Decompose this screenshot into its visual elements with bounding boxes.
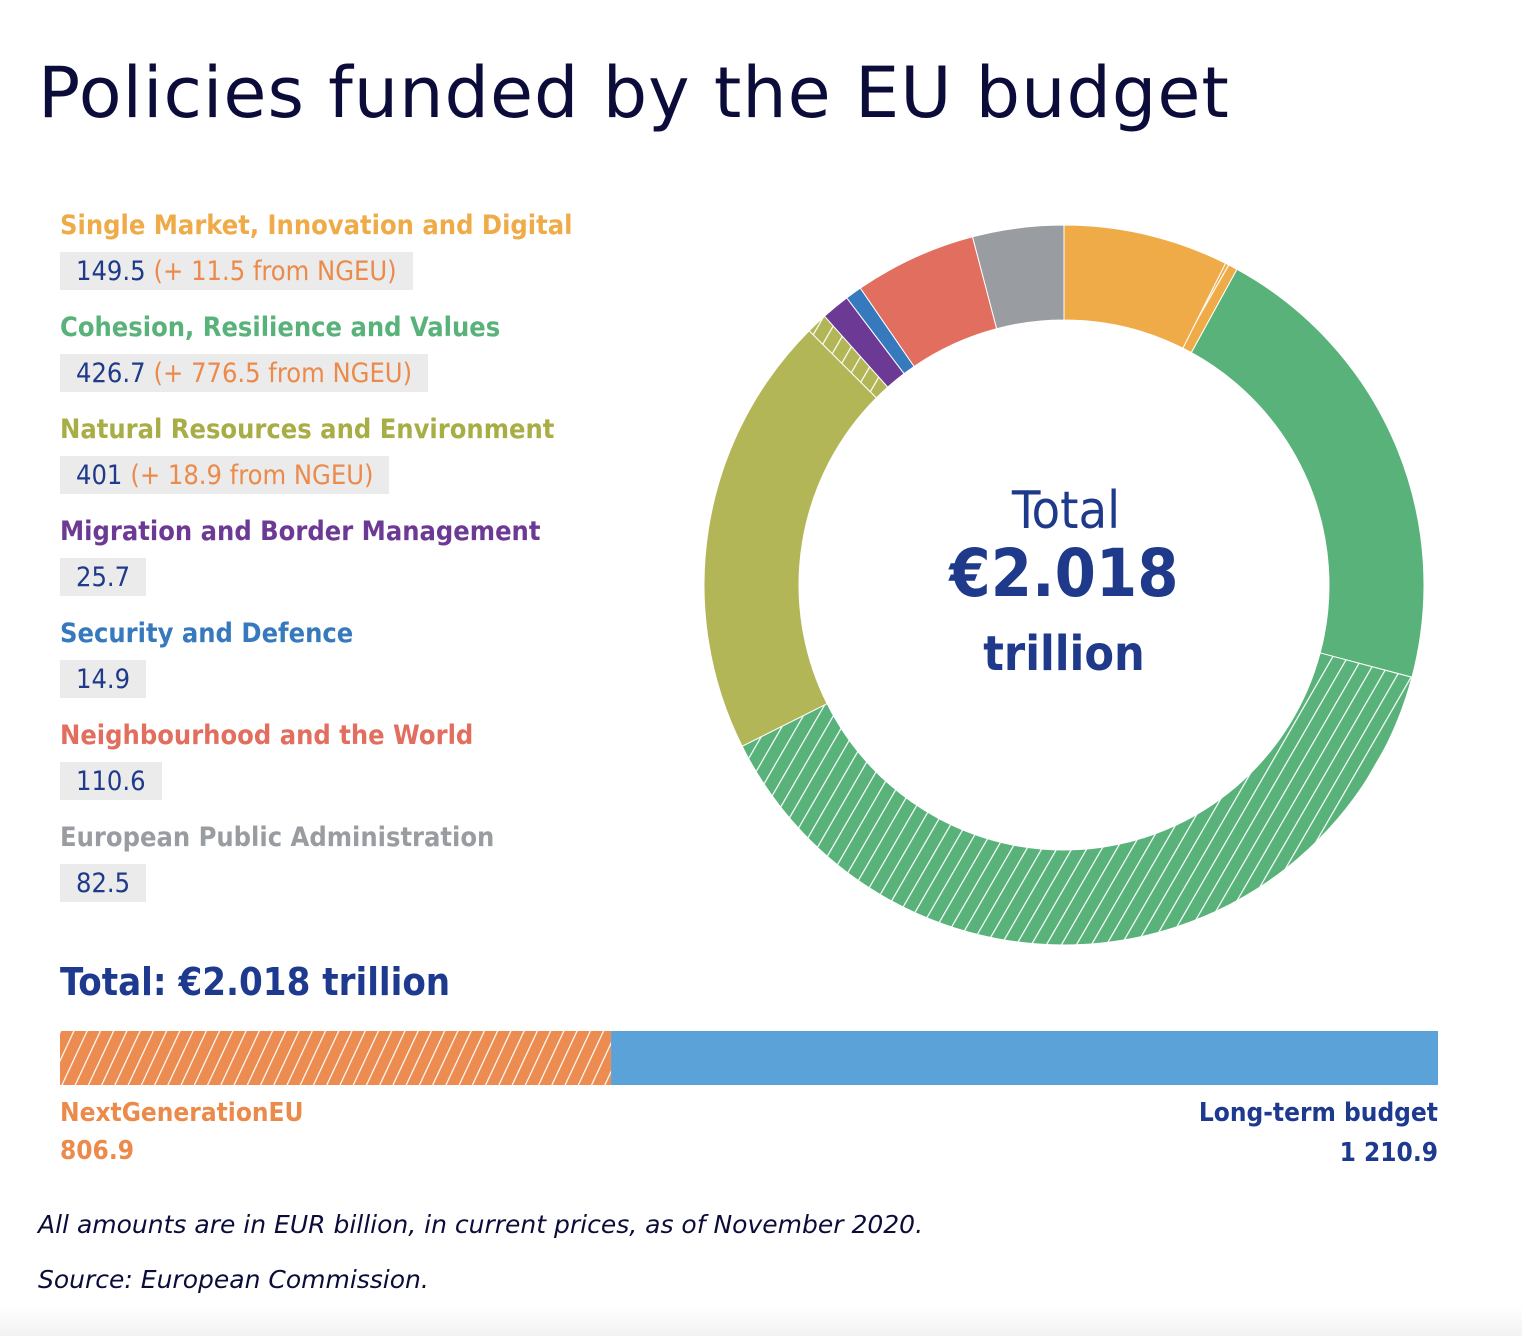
- value-amount: 82.5: [76, 867, 131, 899]
- value-box: 25.7: [60, 558, 147, 596]
- donut-slice-cohesion-resilience-and-values: [1190, 268, 1425, 678]
- value-box: 82.5: [60, 864, 147, 902]
- donut-center-unit: trillion: [983, 626, 1145, 682]
- value-amount: 14.9: [76, 663, 131, 695]
- donut-chart: Total €2.018 trillion: [703, 224, 1425, 946]
- value-amount: 110.6: [76, 765, 146, 797]
- legend-label: Security and Defence: [60, 618, 354, 649]
- legend-label: Cohesion, Resilience and Values: [60, 312, 501, 343]
- legend-item-neighbourhood: Neighbourhood and the World 110.6: [60, 716, 620, 818]
- legend-label: Neighbourhood and the World: [60, 720, 474, 751]
- legend-item-security: Security and Defence 14.9: [60, 614, 620, 716]
- legend-label: European Public Administration: [60, 822, 495, 853]
- legend-item-administration: European Public Administration 82.5: [60, 818, 620, 920]
- ngeu-value: 806.9: [60, 1136, 134, 1166]
- legend: Single Market, Innovation and Digital 14…: [60, 206, 620, 920]
- value-box: 110.6: [60, 762, 162, 800]
- value-box: 426.7 (+ 776.5 from NGEU): [60, 354, 429, 392]
- legend-item-single-market: Single Market, Innovation and Digital 14…: [60, 206, 620, 308]
- value-box: 14.9: [60, 660, 147, 698]
- donut-slice-natural-resources-and-environment: [703, 330, 878, 747]
- donut-center-label: Total: [1011, 481, 1120, 541]
- total-title: Total: €2.018 trillion: [60, 960, 451, 1004]
- value-amount: 25.7: [76, 561, 131, 593]
- value-amount: 149.5: [76, 255, 146, 287]
- value-ngeu: (+ 11.5 from NGEU): [153, 255, 397, 287]
- footnote-amounts: All amounts are in EUR billion, in curre…: [38, 1210, 924, 1239]
- donut-slice-hatch-single-market-innovation-and-digital-ngeu: [1182, 263, 1238, 353]
- legend-label: Single Market, Innovation and Digital: [60, 210, 573, 241]
- ngeu-label: NextGenerationEU: [60, 1098, 304, 1128]
- value-box: 401 (+ 18.9 from NGEU): [60, 456, 390, 494]
- bar-segment-hatch-nextgenerationeu: [60, 1031, 612, 1085]
- donut-slice-hatch-cohesion-resilience-and-values-ngeu: [742, 652, 1412, 945]
- legend-label: Migration and Border Management: [60, 516, 541, 547]
- bottom-fade: [0, 1306, 1522, 1336]
- donut-slice-hatch-natural-resources-and-environment-ngeu: [809, 316, 888, 398]
- legend-item-cohesion: Cohesion, Resilience and Values 426.7 (+…: [60, 308, 620, 410]
- footnote-source: Source: European Commission.: [38, 1265, 429, 1294]
- value-amount: 426.7: [76, 357, 146, 389]
- value-ngeu: (+ 776.5 from NGEU): [153, 357, 413, 389]
- donut-slice-european-public-administration: [971, 224, 1065, 330]
- value-amount: 401: [76, 459, 123, 491]
- budget-split-bar: [60, 1031, 1438, 1085]
- long-term-budget-value: 1 210.9: [1339, 1138, 1438, 1168]
- donut-center-amount: €2.018: [947, 535, 1178, 612]
- legend-item-natural-resources: Natural Resources and Environment 401 (+…: [60, 410, 620, 512]
- long-term-budget-label: Long-term budget: [1198, 1098, 1438, 1128]
- donut-segments: [703, 224, 1425, 946]
- value-ngeu: (+ 18.9 from NGEU): [130, 459, 374, 491]
- page-title: Policies funded by the EU budget: [38, 52, 1230, 134]
- bar-segment-long-term-budget: [611, 1031, 1438, 1085]
- legend-item-migration: Migration and Border Management 25.7: [60, 512, 620, 614]
- legend-label: Natural Resources and Environment: [60, 414, 555, 445]
- value-box: 149.5 (+ 11.5 from NGEU): [60, 252, 413, 290]
